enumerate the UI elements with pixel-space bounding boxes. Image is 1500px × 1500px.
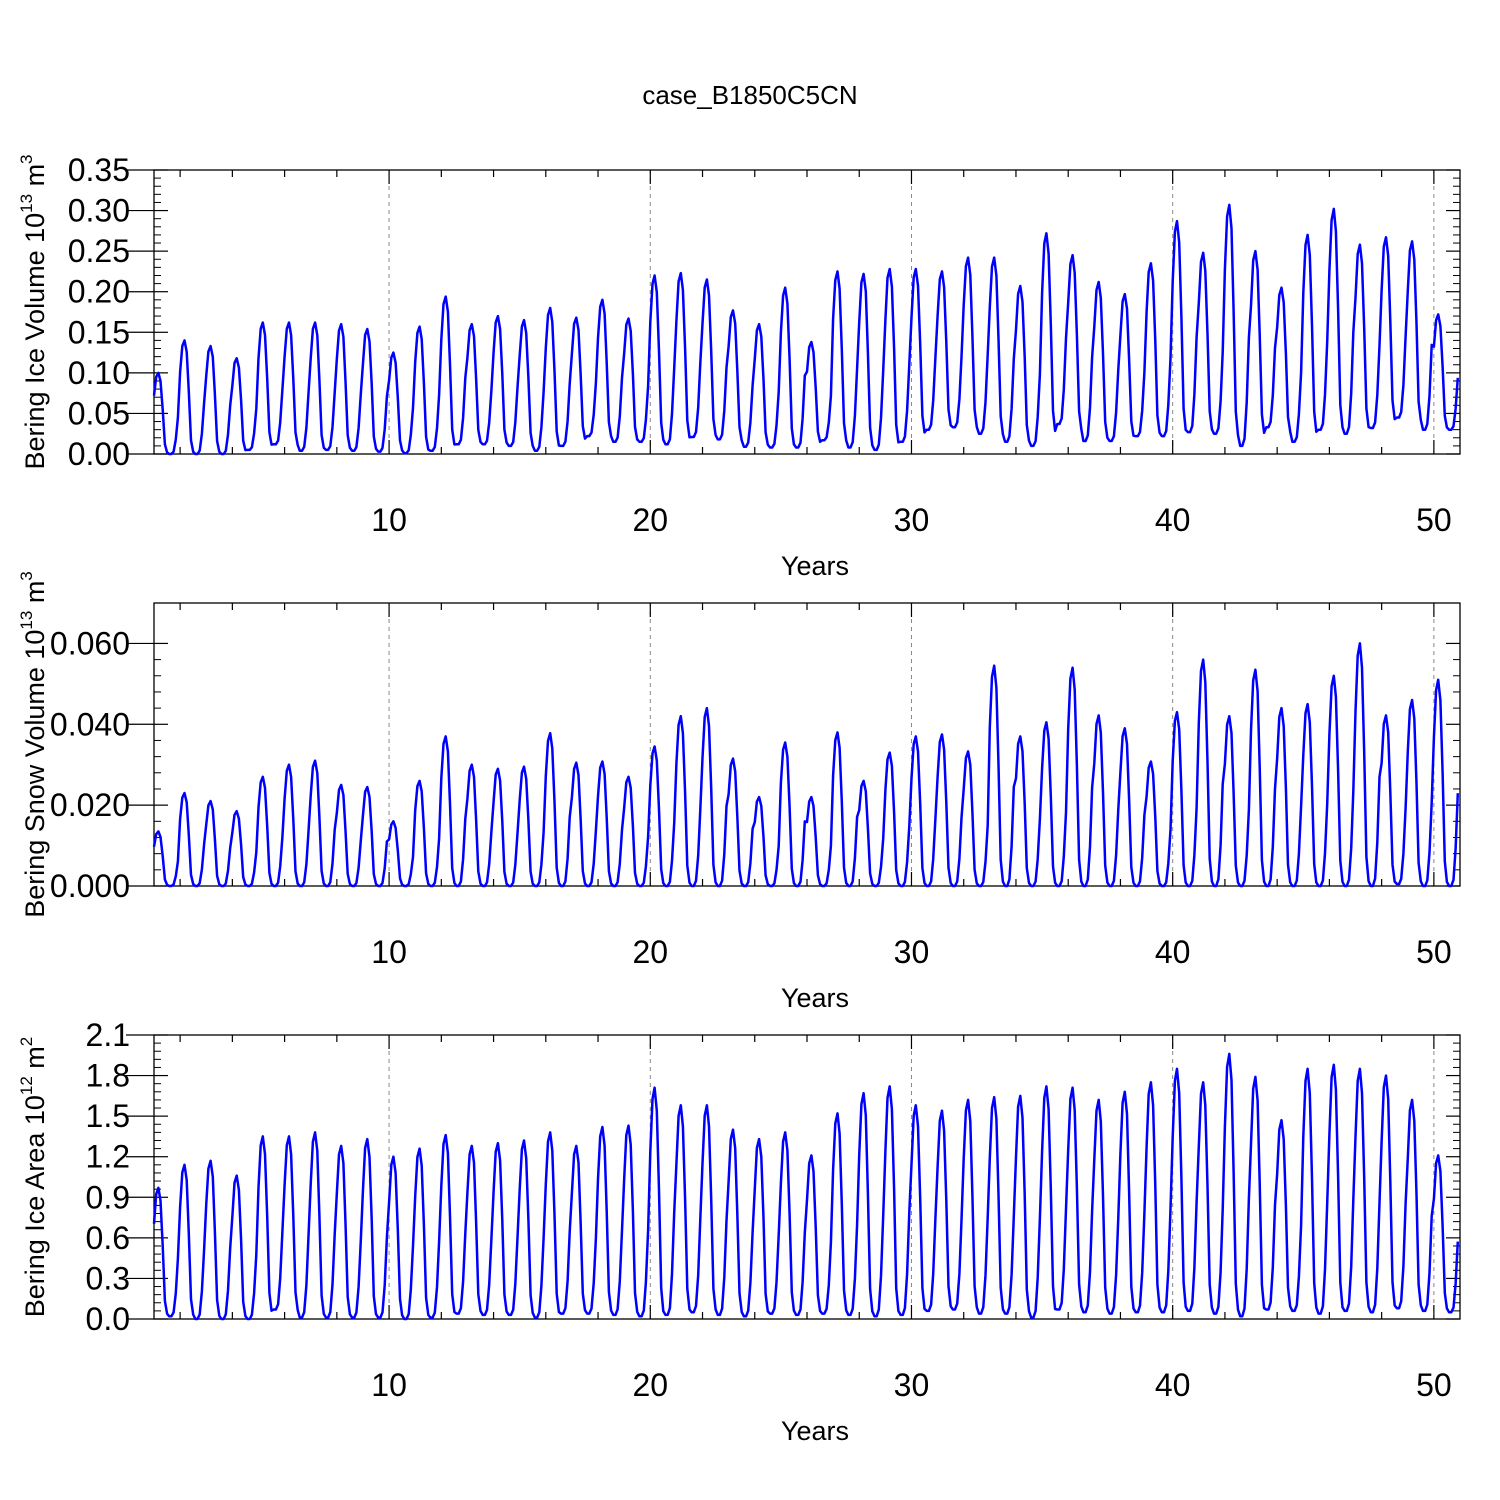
x-tick-label: 30 (894, 502, 930, 538)
x-tick-label: 40 (1155, 1367, 1191, 1403)
x-tick-label: 20 (632, 934, 668, 970)
y-tick-label: 0.35 (68, 152, 130, 188)
y-tick-label: 0.15 (68, 314, 130, 350)
y-tick-label: 0.000 (50, 868, 130, 904)
y-tick-label: 0.20 (68, 274, 130, 310)
x-tick-label: 50 (1416, 1367, 1452, 1403)
panel-3: 10 20 30 40 50 0.0 0.3 0.6 0.9 1.2 1.5 1.8 2.1 Years B… (17, 1017, 1461, 1446)
plot-frame (153, 1034, 1461, 1320)
x-tick-label: 30 (894, 934, 930, 970)
x-tick-label: 50 (1416, 502, 1452, 538)
y-tick-label: 1.2 (86, 1139, 130, 1175)
x-tick-label: 50 (1416, 934, 1452, 970)
x-tick-label: 10 (371, 502, 407, 538)
x-tick-label: 20 (632, 1367, 668, 1403)
y-tick-label: 0.9 (86, 1179, 130, 1215)
x-tick-label: 40 (1155, 502, 1191, 538)
data-series-line (152, 1052, 1460, 1321)
x-tick-label: 20 (632, 502, 668, 538)
x-axis-label: Years (781, 983, 849, 1013)
y-tick-label: 0.6 (86, 1220, 130, 1256)
plot-frame (153, 169, 1461, 455)
x-tick-label: 40 (1155, 934, 1191, 970)
y-axis-label: Bering Snow Volume 1013 m3 (17, 571, 50, 918)
panel-1: 10 20 30 40 50 0.00 0.05 0.10 0.15 0.20 0.25 0.30 0.… (17, 152, 1461, 581)
y-axis-label: Bering Ice Area 1012 m2 (17, 1037, 50, 1318)
y-tick-label: 0.040 (50, 706, 130, 742)
y-tick-label: 0.3 (86, 1260, 130, 1296)
y-tick-label: 0.020 (50, 787, 130, 823)
y-tick-label: 2.1 (86, 1017, 130, 1053)
y-axis-label: Bering Ice Volume 1013 m3 (17, 154, 50, 469)
x-axis-label: Years (781, 551, 849, 581)
data-series-line (152, 203, 1460, 456)
x-tick-label: 30 (894, 1367, 930, 1403)
y-tick-label: 1.5 (86, 1098, 130, 1134)
x-axis-label: Years (781, 1416, 849, 1446)
x-tick-label: 10 (371, 1367, 407, 1403)
y-tick-label: 0.30 (68, 193, 130, 229)
panel-2: 10 20 30 40 50 0.000 0.020 0.040 0.060 Years Berin… (17, 571, 1461, 1013)
plot-frame (153, 602, 1461, 887)
y-tick-label: 0.10 (68, 355, 130, 391)
y-tick-label: 1.8 (86, 1058, 130, 1094)
y-tick-label: 0.25 (68, 233, 130, 269)
data-series-line (152, 642, 1460, 888)
y-tick-label: 0.00 (68, 436, 130, 472)
y-tick-label: 0.060 (50, 625, 130, 661)
x-tick-label: 10 (371, 934, 407, 970)
chart-title: case_B1850C5CN (642, 80, 858, 110)
y-tick-label: 0.05 (68, 395, 130, 431)
y-tick-label: 0.0 (86, 1301, 130, 1337)
